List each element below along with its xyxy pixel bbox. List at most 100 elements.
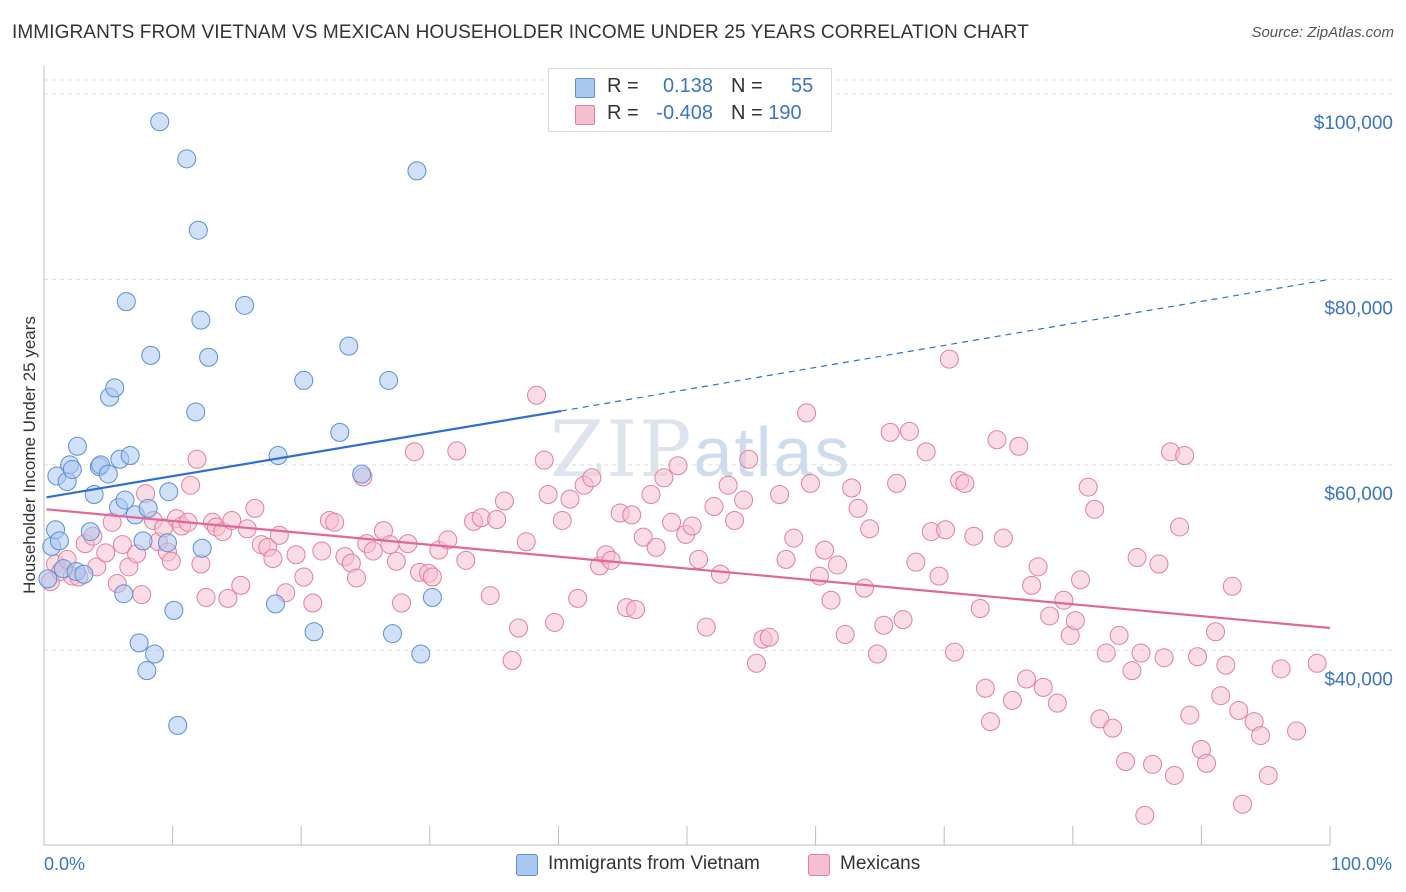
vietnam-point	[191, 310, 211, 330]
legend-r-label: R =	[607, 102, 639, 124]
y-tick-label: $40,000	[1324, 669, 1393, 690]
legend-swatch-vietnam	[516, 854, 538, 876]
vietnam-point	[80, 522, 100, 542]
mexicans-point	[1071, 570, 1091, 590]
mexicans-point	[646, 537, 666, 557]
legend-n-value: 190	[768, 102, 802, 124]
vietnam-trend-line	[46, 409, 562, 499]
mexicans-point	[1188, 647, 1208, 667]
vietnam-point	[137, 661, 157, 681]
mexicans-point	[422, 567, 442, 587]
legend-label-mexicans: Mexicans	[840, 853, 921, 874]
legend-r-value: 0.138	[662, 75, 713, 97]
vietnam-point	[120, 446, 140, 466]
mexicans-point	[1122, 661, 1142, 681]
vietnam-point	[268, 446, 288, 466]
mexicans-point	[538, 484, 558, 504]
vietnam-point	[141, 345, 161, 365]
mexicans-point	[746, 653, 766, 673]
mexicans-point	[929, 566, 949, 586]
series-legend: Immigrants from Vietnam Mexicans	[0, 852, 1406, 878]
mexicans-point	[1127, 548, 1147, 568]
mexicans-point	[874, 615, 894, 635]
mexicans-point	[96, 543, 116, 563]
mexicans-point	[821, 590, 841, 610]
mexicans-point	[887, 473, 907, 493]
mexicans-point	[827, 555, 847, 575]
mexicans-point	[438, 530, 458, 550]
mexicans-point	[944, 642, 964, 662]
y-tick-label: $60,000	[1324, 484, 1393, 505]
mexicans-point	[800, 473, 820, 493]
trend-lines	[46, 278, 1331, 630]
vietnam-points	[38, 112, 442, 735]
mexicans-point	[848, 498, 868, 518]
mexicans-point	[1028, 557, 1048, 577]
mexicans-point	[1022, 575, 1042, 595]
mexicans-point	[725, 510, 745, 530]
mexicans-point	[1287, 721, 1307, 741]
mexicans-point	[161, 551, 181, 571]
mexicans-point	[552, 510, 572, 530]
mexicans-point	[867, 644, 887, 664]
mexicans-point	[993, 528, 1013, 548]
mexicans-point	[346, 568, 366, 588]
legend-r-label: R =	[607, 75, 639, 97]
mexicans-point	[516, 532, 536, 552]
vietnam-point	[379, 370, 399, 390]
mexicans-point	[622, 505, 642, 525]
x-tick-label-left: 0.0%	[44, 854, 85, 874]
mexicans-point	[668, 456, 688, 476]
vietnam-point	[188, 220, 208, 240]
correlation-legend: R = 0.138 N = 55 R = -0.408 N = 190	[548, 68, 832, 132]
mexicans-point	[187, 449, 207, 469]
vietnam-point	[114, 584, 134, 604]
mexicans-point	[633, 527, 653, 547]
mexicans-point	[893, 610, 913, 630]
mexicans-point	[718, 475, 738, 495]
mexicans-point	[1002, 690, 1022, 710]
mexicans-point	[626, 599, 646, 619]
vietnam-point	[383, 624, 403, 644]
chart-title: IMMIGRANTS FROM VIETNAM VS MEXICAN HOUSE…	[12, 22, 1029, 43]
mexicans-point	[1017, 669, 1037, 689]
mexicans-point	[734, 490, 754, 510]
mexicans-point	[1135, 805, 1155, 825]
mexicans-point	[1096, 643, 1116, 663]
mexicans-point	[1090, 709, 1110, 729]
vietnam-point	[186, 402, 206, 422]
mexicans-point	[1109, 625, 1129, 645]
mexicans-point	[906, 552, 926, 572]
grid-lines	[44, 79, 1392, 651]
mexicans-point	[286, 545, 306, 565]
mexicans-point	[689, 549, 709, 569]
vietnam-point	[150, 112, 170, 132]
vietnam-point	[411, 644, 431, 664]
mexicans-point	[1233, 794, 1253, 814]
mexicans-point	[1154, 648, 1174, 668]
vietnam-point	[157, 533, 177, 553]
mexicans-point	[759, 627, 779, 647]
vietnam-point	[164, 600, 184, 620]
mexicans-point	[447, 441, 467, 461]
vietnam-point	[145, 644, 165, 664]
vietnam-point	[98, 464, 118, 484]
mexicans-point	[899, 421, 919, 441]
vietnam-point	[138, 498, 158, 518]
legend-n-text: N =	[731, 102, 769, 124]
mexicans-point	[784, 528, 804, 548]
mexicans-point	[1206, 622, 1226, 642]
mexicans-point	[487, 510, 507, 530]
mexicans-point	[112, 535, 132, 555]
axis-labels: $40,000 $60,000 $80,000 $100,000 0.0% 100.0% H…	[20, 113, 1393, 874]
mexicans-point	[1271, 659, 1291, 679]
mexicans-point	[842, 478, 862, 498]
mexicans-point	[380, 535, 400, 555]
mexicans-point	[935, 520, 955, 540]
mexicans-point	[704, 497, 724, 517]
vietnam-point	[235, 295, 255, 315]
mexicans-point	[218, 588, 238, 608]
mexicans-point	[1103, 718, 1123, 738]
vietnam-point	[177, 149, 197, 169]
